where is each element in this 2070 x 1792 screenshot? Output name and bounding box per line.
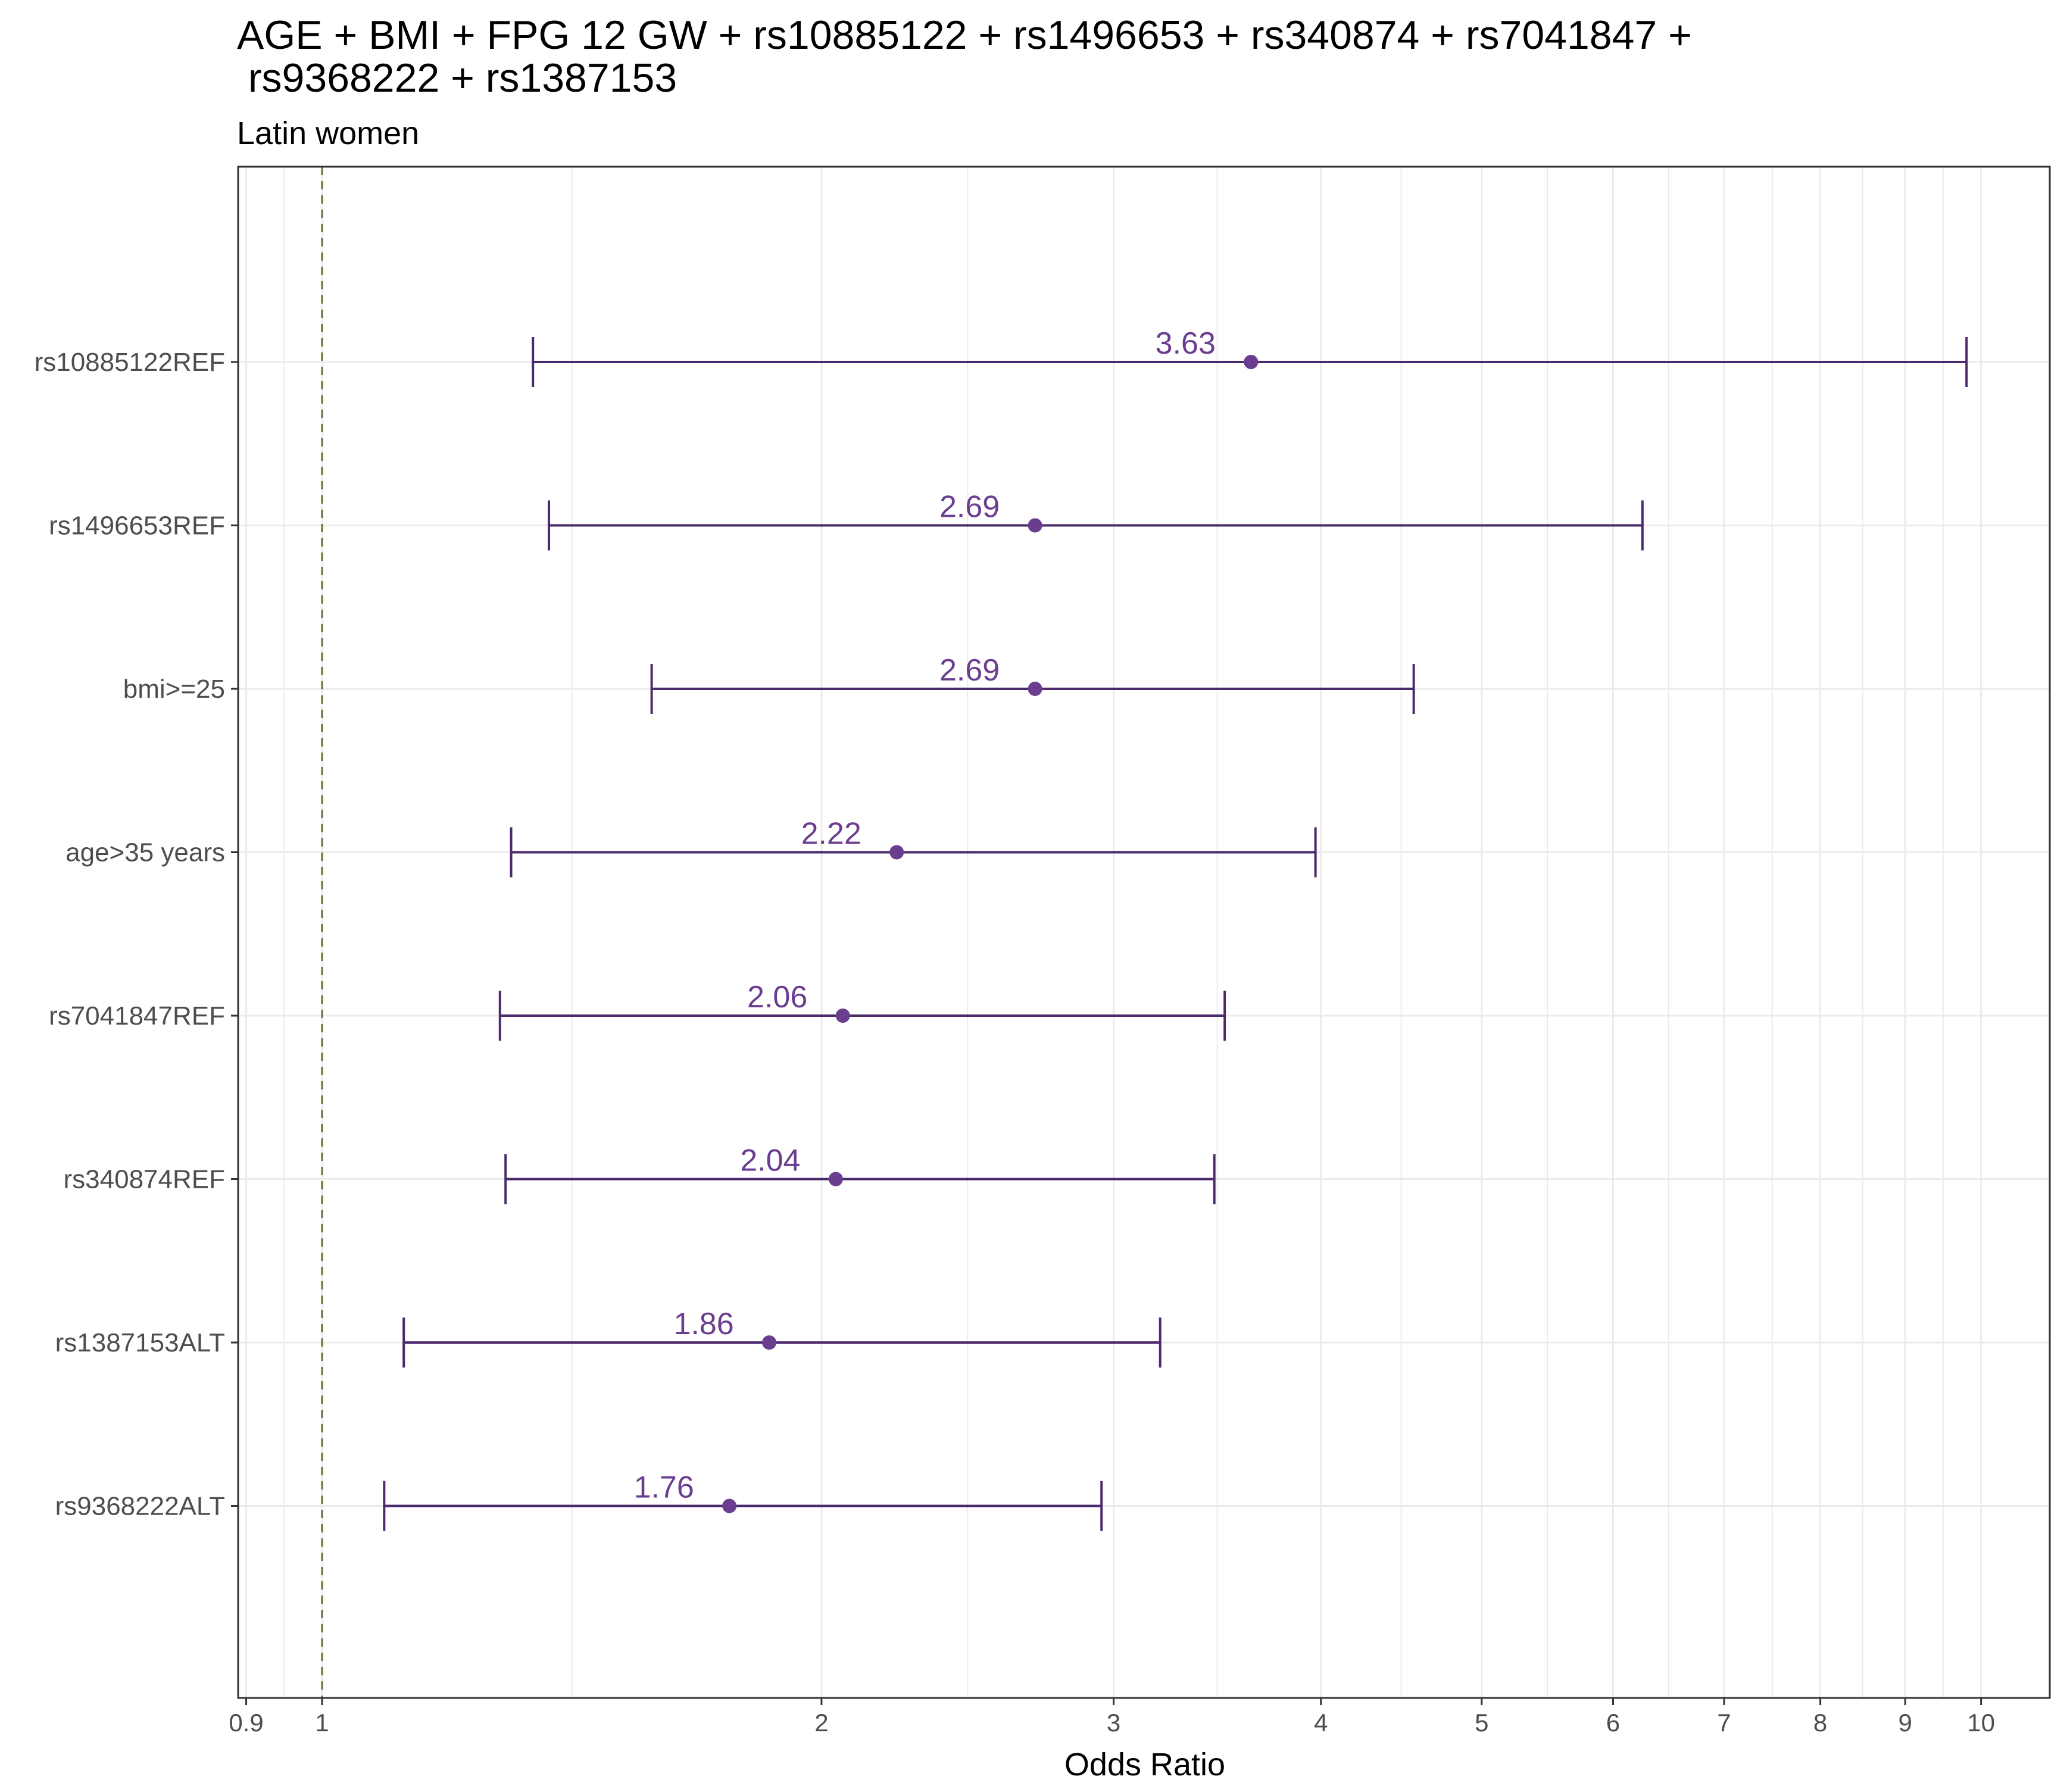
data-label: 2.69 xyxy=(939,490,1000,525)
point-estimate xyxy=(1028,682,1042,696)
y-tick-label: rs340874REF xyxy=(64,1165,225,1194)
x-tick-label: 8 xyxy=(1813,1709,1827,1737)
x-tick-label: 7 xyxy=(1717,1709,1731,1737)
point-estimate xyxy=(889,845,904,860)
data-label: 1.86 xyxy=(673,1307,733,1341)
x-tick-label: 6 xyxy=(1606,1709,1620,1737)
point-estimate xyxy=(1244,355,1259,369)
data-label: 2.06 xyxy=(747,980,807,1014)
data-label: 2.04 xyxy=(740,1144,800,1178)
data-label: 1.76 xyxy=(634,1471,694,1505)
x-tick-label: 10 xyxy=(1967,1709,1995,1737)
y-tick-label: rs7041847REF xyxy=(49,1001,225,1031)
x-tick-label: 3 xyxy=(1107,1709,1120,1737)
plot-panel-border xyxy=(237,166,2051,1699)
point-estimate xyxy=(762,1335,777,1350)
x-tick-label: 0.9 xyxy=(229,1709,263,1737)
y-tick-label: rs9368222ALT xyxy=(55,1492,225,1521)
y-tick-label: rs1387153ALT xyxy=(55,1328,225,1357)
x-tick-label: 2 xyxy=(814,1709,828,1737)
y-tick-label: rs1496653REF xyxy=(49,511,225,541)
data-label: 2.22 xyxy=(801,817,861,851)
point-estimate xyxy=(722,1498,737,1513)
data-label: 2.69 xyxy=(939,653,1000,688)
grid-lines xyxy=(238,167,2050,1698)
x-tick-label: 4 xyxy=(1314,1709,1328,1737)
point-estimate xyxy=(835,1009,850,1023)
data-label: 3.63 xyxy=(1156,326,1216,361)
chart-subtitle: Latin women xyxy=(237,115,419,151)
x-tick-label: 1 xyxy=(315,1709,329,1737)
y-tick-label: bmi>=25 xyxy=(123,675,225,704)
y-tick-label: age>35 years xyxy=(65,838,225,867)
x-tick-label: 5 xyxy=(1475,1709,1488,1737)
x-axis-label: Odds Ratio xyxy=(1064,1747,1225,1782)
axes: rs10885122REF rs1496653REF bmi>=25 age>35 y… xyxy=(35,348,1995,1737)
chart-title-line-1: AGE + BMI + FPG 12 GW + rs10885122 + rs1… xyxy=(237,13,1692,58)
x-tick-label: 9 xyxy=(1898,1709,1912,1737)
point-estimate xyxy=(828,1172,843,1187)
estimate-marks: 3.63 2.69 2.69 2.22 2.06 2.04 1.86 1.76 xyxy=(383,326,1968,1531)
chart-title-line-2: rs9368222 + rs1387153 xyxy=(237,55,677,101)
y-tick-label: rs10885122REF xyxy=(35,348,225,377)
point-estimate xyxy=(1028,518,1042,533)
